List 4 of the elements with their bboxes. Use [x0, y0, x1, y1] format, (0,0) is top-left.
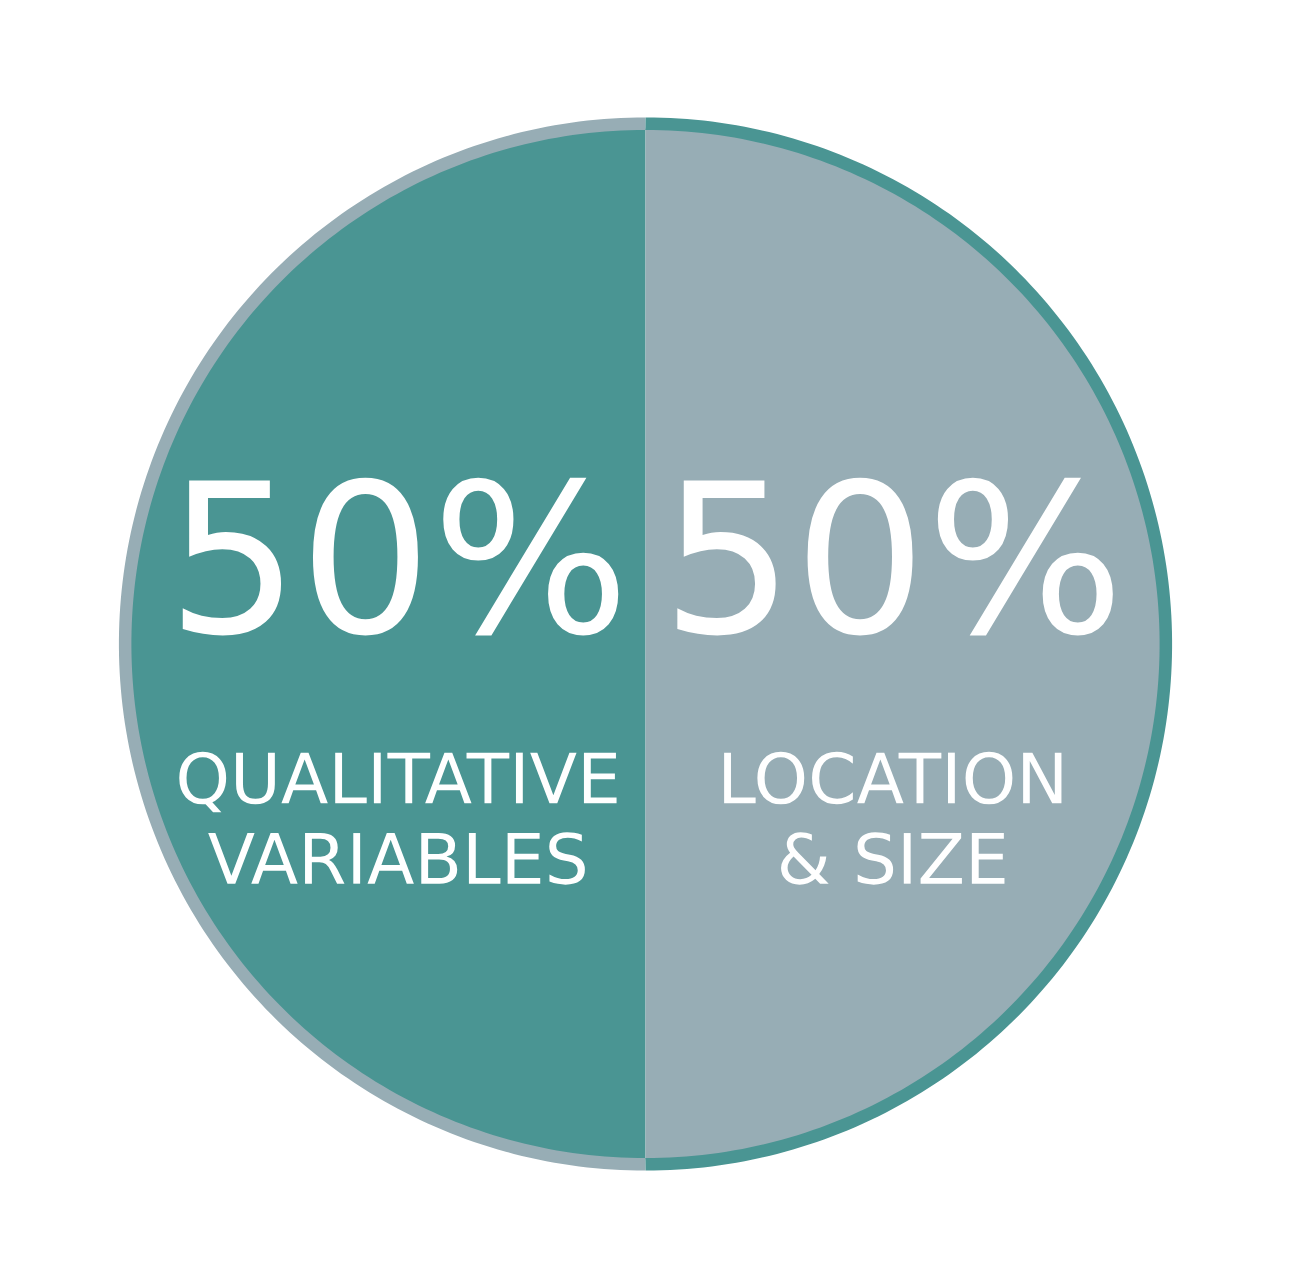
slice-label: QUALITATIVE VARIABLES: [179, 751, 617, 885]
data-label: 50%: [182, 477, 619, 636]
slice-label: LOCATION & SIZE: [724, 751, 1062, 885]
data-label: 50%: [677, 477, 1113, 636]
